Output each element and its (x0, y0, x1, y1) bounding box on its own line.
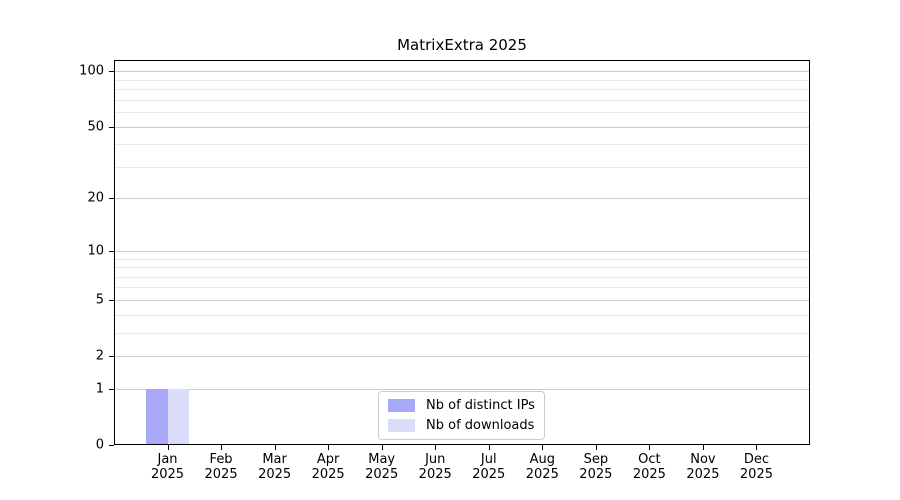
x-tick-year: 2025 (579, 467, 613, 482)
x-tick-mark (488, 445, 490, 450)
gridline-major (114, 250, 810, 252)
legend-item-downloads: Nb of downloads (388, 418, 535, 433)
x-tick-mark (702, 445, 704, 450)
plot-border (114, 60, 810, 445)
x-tick-label-mar: Mar 2025 (245, 452, 305, 482)
chart-title: MatrixExtra 2025 (397, 36, 527, 54)
x-tick-month: Feb (209, 452, 233, 467)
x-tick-month: Jan (157, 452, 178, 467)
bar-downloads-jan (167, 388, 189, 445)
y-tick-mark (109, 356, 114, 358)
x-tick-label-sep: Sep 2025 (566, 452, 626, 482)
gridline-major (114, 71, 810, 73)
x-tick-year: 2025 (311, 467, 345, 482)
gridline-minor (114, 112, 810, 114)
legend-label-distinct-ips: Nb of distinct IPs (426, 398, 535, 413)
legend-item-distinct-ips: Nb of distinct IPs (388, 398, 535, 413)
x-tick-month: Dec (743, 452, 770, 467)
x-tick-year: 2025 (739, 467, 773, 482)
x-tick-mark (542, 445, 544, 450)
x-tick-mark (274, 445, 276, 450)
y-tick-label: 0 (95, 437, 104, 453)
gridline-major (114, 388, 810, 390)
gridline-major (114, 126, 810, 128)
gridline-minor (114, 89, 810, 91)
y-tick-label: 5 (95, 292, 104, 308)
y-tick-label: 100 (79, 63, 104, 79)
legend: Nb of distinct IPs Nb of downloads (378, 391, 545, 440)
gridline-major (114, 299, 810, 301)
x-tick-year: 2025 (204, 467, 238, 482)
x-tick-label-apr: Apr 2025 (298, 452, 358, 482)
x-tick-month: Apr (316, 452, 340, 467)
x-tick-label-dec: Dec 2025 (726, 452, 786, 482)
x-tick-mark (595, 445, 597, 450)
y-tick-mark (109, 71, 114, 73)
y-tick-label: 20 (87, 190, 104, 206)
gridline-minor (114, 144, 810, 146)
x-tick-mark (649, 445, 651, 450)
y-tick-mark (109, 250, 114, 252)
x-tick-year: 2025 (525, 467, 559, 482)
gridline-major (114, 198, 810, 200)
x-tick-year: 2025 (472, 467, 506, 482)
x-tick-month: Jul (480, 452, 497, 467)
y-tick-label: 2 (95, 348, 104, 364)
y-tick-label: 10 (87, 243, 104, 259)
x-tick-month: Oct (638, 452, 661, 467)
gridline-minor (114, 314, 810, 316)
x-tick-mark (221, 445, 223, 450)
gridline-minor (114, 287, 810, 289)
y-tick-mark (109, 388, 114, 390)
x-tick-month: Sep (583, 452, 609, 467)
x-tick-month: Jun (425, 452, 446, 467)
x-tick-month: Mar (262, 452, 287, 467)
x-tick-label-nov: Nov 2025 (673, 452, 733, 482)
legend-swatch-distinct-ips-icon (388, 399, 415, 412)
gridline-major (114, 356, 810, 358)
x-tick-year: 2025 (150, 467, 185, 482)
legend-label-downloads: Nb of downloads (426, 418, 535, 433)
x-tick-year: 2025 (258, 467, 292, 482)
y-tick-label: 50 (87, 119, 104, 135)
x-tick-mark (328, 445, 330, 450)
x-tick-year: 2025 (418, 467, 452, 482)
x-tick-month: Nov (690, 452, 716, 467)
x-tick-label-may: May 2025 (352, 452, 412, 482)
x-tick-month: Aug (529, 452, 555, 467)
y-tick-mark (109, 198, 114, 200)
x-tick-mark (435, 445, 437, 450)
x-tick-month: May (368, 452, 396, 467)
x-tick-label-feb: Feb 2025 (191, 452, 251, 482)
x-tick-label-oct: Oct 2025 (619, 452, 679, 482)
gridline-minor (114, 332, 810, 334)
x-tick-year: 2025 (686, 467, 720, 482)
x-tick-label-aug: Aug 2025 (512, 452, 572, 482)
x-tick-mark (756, 445, 758, 450)
gridline-minor (114, 79, 810, 81)
x-tick-label-jan: Jan 2025 (138, 452, 198, 482)
legend-swatch-downloads-icon (388, 419, 415, 432)
x-tick-year: 2025 (632, 467, 666, 482)
y-tick-label: 1 (95, 381, 104, 397)
gridline-minor (114, 258, 810, 260)
x-tick-mark (381, 445, 383, 450)
y-tick-mark (109, 445, 114, 446)
x-tick-mark (167, 445, 169, 450)
y-tick-mark (109, 126, 114, 128)
gridline-minor (114, 276, 810, 278)
bar-distinct-ips-jan (146, 388, 168, 445)
gridline-minor (114, 267, 810, 269)
gridline-minor (114, 99, 810, 101)
x-tick-label-jul: Jul 2025 (459, 452, 519, 482)
gridline-minor (114, 166, 810, 168)
x-tick-label-jun: Jun 2025 (405, 452, 465, 482)
x-tick-year: 2025 (365, 467, 399, 482)
y-tick-mark (109, 299, 114, 301)
